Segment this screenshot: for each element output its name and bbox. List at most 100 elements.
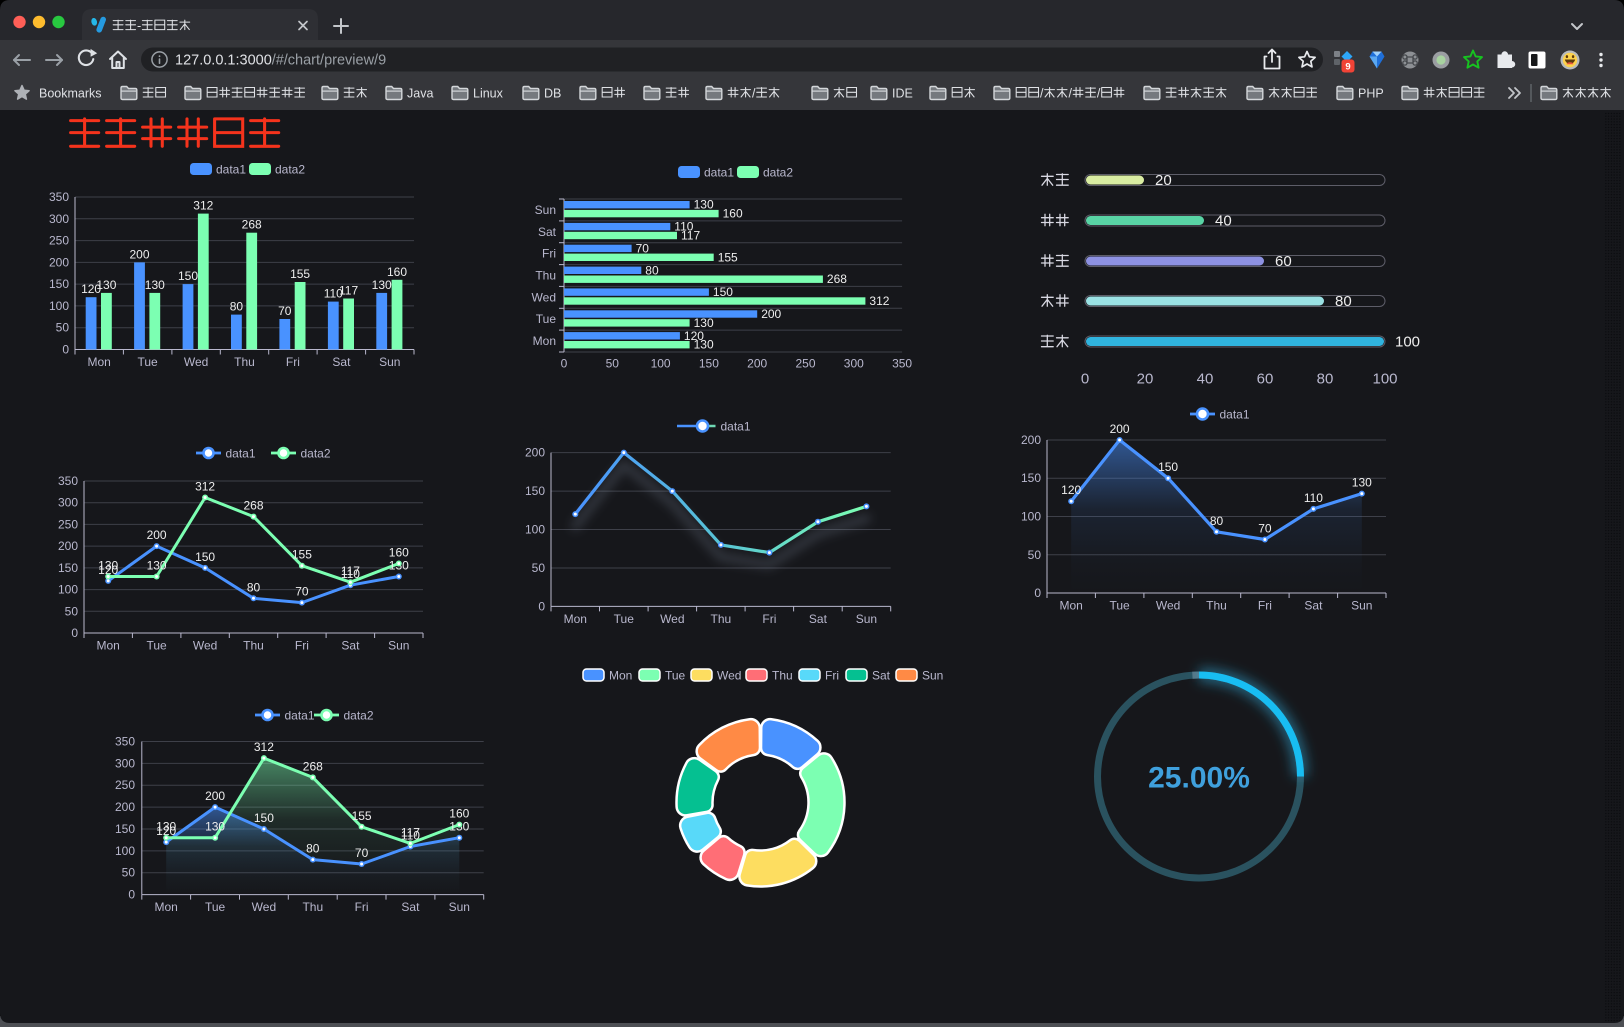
svg-text:127.0.0.1:3000: 127.0.0.1:3000 xyxy=(175,53,272,69)
svg-text:Sat: Sat xyxy=(872,668,891,682)
svg-text:50: 50 xyxy=(606,357,620,371)
svg-text:155: 155 xyxy=(292,548,312,562)
svg-text:130: 130 xyxy=(694,316,714,330)
svg-text:350: 350 xyxy=(58,474,78,488)
svg-text:Mon: Mon xyxy=(88,355,111,369)
svg-text:Mon: Mon xyxy=(155,900,178,914)
svg-text:268: 268 xyxy=(243,499,263,513)
svg-text:Sat: Sat xyxy=(809,612,828,626)
svg-text:200: 200 xyxy=(129,247,149,261)
svg-text:80: 80 xyxy=(645,263,659,277)
svg-text:117: 117 xyxy=(339,284,358,298)
svg-text:130: 130 xyxy=(145,278,165,292)
svg-text:40: 40 xyxy=(1197,371,1214,388)
svg-text:Sun: Sun xyxy=(388,639,409,653)
svg-text:120: 120 xyxy=(684,329,704,343)
svg-text:data2: data2 xyxy=(301,446,331,460)
svg-text:268: 268 xyxy=(827,272,847,286)
svg-text:160: 160 xyxy=(723,207,743,221)
svg-text:312: 312 xyxy=(869,294,889,308)
svg-text:80: 80 xyxy=(1210,514,1224,528)
svg-text:/: / xyxy=(1040,86,1044,100)
svg-text:200: 200 xyxy=(147,528,167,542)
svg-text:Sun: Sun xyxy=(856,612,877,626)
svg-text:Mon: Mon xyxy=(609,668,632,682)
svg-text:Sat: Sat xyxy=(332,355,351,369)
svg-text:200: 200 xyxy=(205,789,225,803)
svg-text:155: 155 xyxy=(290,267,310,281)
svg-text:data1: data1 xyxy=(1220,407,1250,421)
svg-text:130: 130 xyxy=(96,278,116,292)
svg-text:/: / xyxy=(752,86,756,100)
svg-text:80: 80 xyxy=(247,580,261,594)
svg-text:Wed: Wed xyxy=(184,355,208,369)
svg-text:100: 100 xyxy=(58,583,78,597)
svg-text:150: 150 xyxy=(115,822,135,836)
svg-text:Thu: Thu xyxy=(535,269,556,283)
svg-text:160: 160 xyxy=(387,265,407,279)
svg-text:155: 155 xyxy=(352,809,372,823)
svg-text:Mon: Mon xyxy=(533,334,556,348)
svg-text:100: 100 xyxy=(1372,371,1397,388)
svg-text:Wed: Wed xyxy=(193,639,217,653)
svg-text:300: 300 xyxy=(844,357,864,371)
svg-text:300: 300 xyxy=(49,212,69,226)
svg-text:130: 130 xyxy=(694,198,714,212)
svg-text:250: 250 xyxy=(115,778,135,792)
svg-text:100: 100 xyxy=(1021,510,1041,524)
svg-text:130: 130 xyxy=(1352,476,1372,490)
svg-text:117: 117 xyxy=(341,564,360,578)
svg-text:Fri: Fri xyxy=(1258,599,1272,613)
svg-text:80: 80 xyxy=(1335,293,1352,310)
svg-text:160: 160 xyxy=(389,546,409,560)
svg-text:130: 130 xyxy=(156,820,176,834)
svg-text:-: - xyxy=(137,19,141,33)
svg-text:50: 50 xyxy=(65,604,79,618)
svg-text:200: 200 xyxy=(747,357,767,371)
svg-text:Mon: Mon xyxy=(97,639,120,653)
svg-text:150: 150 xyxy=(713,285,733,299)
svg-text:0: 0 xyxy=(561,357,568,371)
svg-text:Wed: Wed xyxy=(660,612,684,626)
svg-text:/: / xyxy=(1069,86,1073,100)
svg-text:Tue: Tue xyxy=(665,668,686,682)
svg-text:150: 150 xyxy=(58,561,78,575)
svg-text:Wed: Wed xyxy=(532,290,556,304)
svg-text:50: 50 xyxy=(532,561,546,575)
svg-text:160: 160 xyxy=(449,807,469,821)
svg-text:60: 60 xyxy=(1275,253,1292,270)
svg-text:100: 100 xyxy=(115,844,135,858)
svg-text:Thu: Thu xyxy=(711,612,732,626)
svg-text:Fri: Fri xyxy=(355,900,369,914)
svg-text:200: 200 xyxy=(1021,433,1041,447)
svg-text:150: 150 xyxy=(525,484,545,498)
svg-text:Thu: Thu xyxy=(243,639,264,653)
svg-text:150: 150 xyxy=(49,277,69,291)
svg-text:20: 20 xyxy=(1155,172,1172,189)
svg-text:350: 350 xyxy=(49,190,69,204)
svg-text:200: 200 xyxy=(49,255,69,269)
svg-text:Tue: Tue xyxy=(536,312,557,326)
svg-text:312: 312 xyxy=(254,740,274,754)
svg-text:100: 100 xyxy=(525,523,545,537)
svg-text:155: 155 xyxy=(718,250,738,264)
svg-text:data1: data1 xyxy=(704,165,734,179)
svg-text:312: 312 xyxy=(193,199,213,213)
svg-text:Sat: Sat xyxy=(1304,599,1323,613)
svg-text:Thu: Thu xyxy=(234,355,255,369)
svg-text:data2: data2 xyxy=(344,708,374,722)
svg-text:120: 120 xyxy=(156,824,176,838)
svg-text:9: 9 xyxy=(1345,62,1350,73)
svg-text:268: 268 xyxy=(303,759,323,773)
svg-text:Tue: Tue xyxy=(614,612,635,626)
svg-text:Sat: Sat xyxy=(401,900,420,914)
svg-text:60: 60 xyxy=(1257,371,1274,388)
svg-text:100: 100 xyxy=(49,299,69,313)
svg-text:Wed: Wed xyxy=(717,668,741,682)
svg-text:20: 20 xyxy=(1137,371,1154,388)
svg-text:Fri: Fri xyxy=(295,639,309,653)
svg-text:/#/chart/preview/9: /#/chart/preview/9 xyxy=(272,53,386,69)
svg-text:117: 117 xyxy=(401,825,420,839)
svg-text:40: 40 xyxy=(1215,213,1232,230)
svg-text:data2: data2 xyxy=(763,165,793,179)
